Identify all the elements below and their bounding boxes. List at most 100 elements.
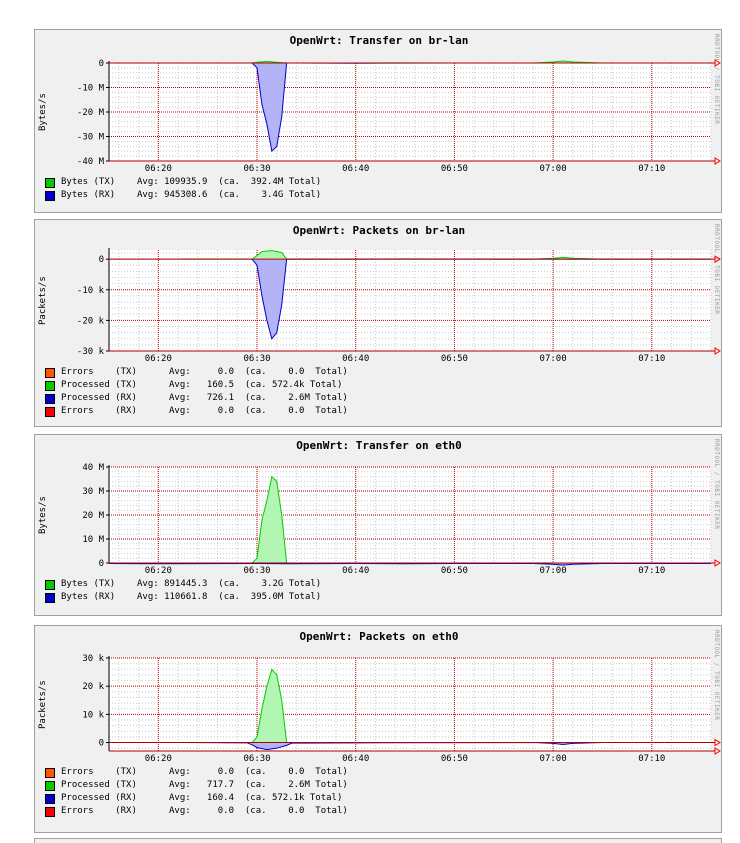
x-tick-label: 06:50 [441,566,468,576]
legend-stats: Avg: 110661.8 (ca. 395.0M Total) [137,592,322,602]
legend-swatch [45,793,55,804]
legend-swatch [45,190,55,201]
legend-stats: Avg: 109935.9 (ca. 392.4M Total) [137,177,322,187]
legend-swatch [45,380,55,391]
rrdtool-credit: RRDTOOL / TOBI OETIKER [713,439,720,530]
x-tick-label: 07:00 [540,354,567,364]
legend-row: Bytes (RX) Avg: 110661.8 (ca. 395.0M Tota… [45,591,321,604]
rrdtool-credit: RRDTOOL / TOBI OETIKER [713,34,720,125]
graph-panel: OpenWrt: Packets on br-lan RRDTOOL / TOBI… [34,219,722,427]
legend-label: Errors (RX) [61,806,137,816]
legend-label: Processed (RX) [61,793,137,803]
series-line [108,562,711,566]
legend-label: Errors (TX) [61,767,137,777]
x-axis-arrow [714,59,721,67]
x-tick-label: 06:30 [243,164,270,174]
legend-swatch [45,592,55,603]
graph-panel: OpenWrt: Transfer on br-lan RRDTOOL / TOB… [34,29,722,213]
legend: Errors (TX) Avg: 0.0 (ca. 0.0 Total) Proce… [45,766,348,818]
y-tick-label: 10 M [82,535,104,545]
legend-swatch [45,780,55,791]
legend-swatch [45,367,55,378]
graph-title: OpenWrt: Transfer on eth0 [296,439,462,452]
graph-plot: 06:20 06:30 06:40 06:50 07:00 07:10 0 10 M 20 M 3… [82,463,721,576]
graph-title: OpenWrt: Packets on br-lan [292,224,466,237]
y-tick-label: 20 M [82,511,104,521]
x-tick-label: 06:30 [243,354,270,364]
legend-label: Bytes (RX) [61,190,116,200]
plot-area [109,250,711,351]
graph-title: OpenWrt: Transfer on br-lan [289,34,469,47]
x-tick-label: 06:50 [441,754,468,764]
graph-plot: 06:20 06:30 06:40 06:50 07:00 07:10 0 10 k 20 k 3… [82,654,721,764]
graph-panel: OpenWrt: Packets on eth0 RRDTOOL / TOBI O… [34,625,722,833]
x-tick-label: 06:50 [441,354,468,364]
x-tick-label: 07:10 [638,754,665,764]
x-tick-label: 07:00 [540,566,567,576]
legend-row: Errors (RX) Avg: 0.0 (ca. 0.0 Total) [45,805,348,818]
y-tick-label: -20 M [77,108,105,118]
x-tick-label: 06:40 [342,164,369,174]
legend-stats: Avg: 0.0 (ca. 0.0 Total) [169,367,348,377]
legend-label: Bytes (TX) [61,579,116,589]
x-tick-label: 06:20 [145,354,172,364]
y-tick-label: 0 [99,739,104,749]
x-axis-arrow [714,738,721,747]
legend-stats: Avg: 945308.6 (ca. 3.4G Total) [137,190,322,200]
legend-row: Processed (RX) Avg: 726.1 (ca. 2.6M Total… [45,392,348,405]
y-tick-label: 0 [99,559,104,569]
legend-label: Errors (RX) [61,406,137,416]
legend-label: Processed (TX) [61,780,137,790]
rrdtool-credit: RRDTOOL / TOBI OETIKER [713,224,720,315]
y-tick-label: 0 [99,59,104,69]
y-tick-label: 0 [99,255,104,265]
legend-stats: Avg: 726.1 (ca. 2.6M Total) [169,393,348,403]
x-tick-label: 06:40 [342,354,369,364]
graph-plot: 06:20 06:30 06:40 06:50 07:00 07:10 0 -10 M -20 … [77,59,721,174]
legend-row: Bytes (TX) Avg: 891445.3 (ca. 3.2G Total) [45,578,321,591]
x-tick-label: 06:20 [145,566,172,576]
x-tick-label: 07:10 [638,566,665,576]
graph-panel: OpenWrt: Transfer on eth0 RRDTOOL / TOBI … [34,434,722,616]
legend-stats: Avg: 160.4 (ca. 572.1k Total) [169,793,343,803]
legend-label: Bytes (RX) [61,592,116,602]
x-tick-label: 07:10 [638,164,665,174]
legend-stats: Avg: 891445.3 (ca. 3.2G Total) [137,579,322,589]
legend: Errors (TX) Avg: 0.0 (ca. 0.0 Total) Proce… [45,366,348,418]
y-tick-label: -10 M [77,84,105,94]
legend-swatch [45,767,55,778]
legend-stats: Avg: 0.0 (ca. 0.0 Total) [169,767,348,777]
x-tick-label: 06:30 [243,566,270,576]
legend-swatch [45,579,55,590]
y-tick-label: 30 M [82,487,104,497]
x-axis-arrow [714,157,721,165]
x-tick-label: 06:30 [243,754,270,764]
y-tick-label: 20 k [82,682,104,692]
x-tick-label: 06:40 [342,754,369,764]
legend-row: Errors (TX) Avg: 0.0 (ca. 0.0 Total) [45,766,348,779]
rrdtool-credit: RRDTOOL / TOBI OETIKER [713,630,720,721]
y-tick-label: -30 k [77,347,105,357]
legend-swatch [45,393,55,404]
legend-stats: Avg: 717.7 (ca. 2.6M Total) [169,780,348,790]
legend-swatch [45,806,55,817]
y-tick-label: 40 M [82,463,104,473]
legend-label: Processed (RX) [61,393,137,403]
legend-row: Bytes (RX) Avg: 945308.6 (ca. 3.4G Total) [45,189,321,202]
legend-swatch [45,177,55,188]
legend-stats: Avg: 0.0 (ca. 0.0 Total) [169,406,348,416]
legend-label: Processed (TX) [61,380,137,390]
legend-row: Bytes (TX) Avg: 109935.9 (ca. 392.4M Tota… [45,176,321,189]
legend-stats: Avg: 0.0 (ca. 0.0 Total) [169,806,348,816]
x-tick-label: 06:50 [441,164,468,174]
legend-label: Bytes (TX) [61,177,116,187]
x-tick-label: 06:20 [145,164,172,174]
legend-row: Errors (TX) Avg: 0.0 (ca. 0.0 Total) [45,366,348,379]
legend-row: Processed (RX) Avg: 160.4 (ca. 572.1k Tot… [45,792,348,805]
x-axis-arrow [714,347,721,355]
y-tick-label: 30 k [82,654,104,664]
plot-area [109,658,711,751]
x-axis-arrow [714,747,721,755]
graph-title: OpenWrt: Packets on eth0 [299,630,459,643]
legend-label: Errors (TX) [61,367,137,377]
